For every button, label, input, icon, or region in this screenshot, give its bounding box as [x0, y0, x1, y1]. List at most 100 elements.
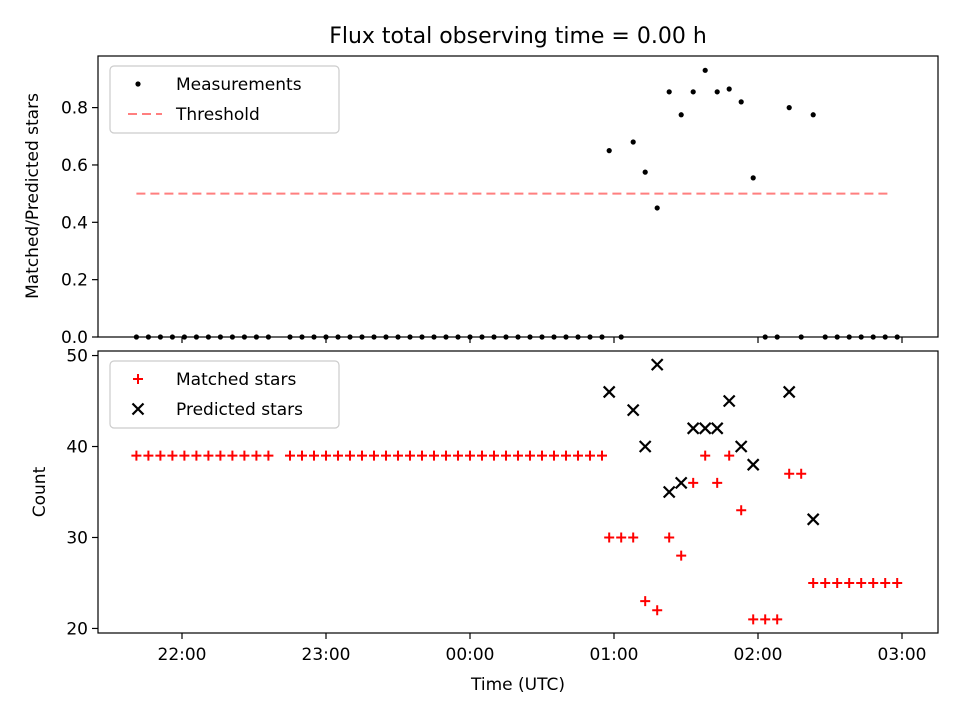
matched-star-point — [167, 450, 178, 461]
matched-star-point — [131, 450, 142, 461]
legend-label: Measurements — [176, 75, 302, 95]
legend-matched-marker — [133, 374, 143, 384]
measurement-point — [750, 175, 756, 181]
matched-star-point — [215, 450, 226, 461]
measurement-point — [606, 148, 612, 154]
matched-star-point — [573, 450, 583, 461]
matched-star-point — [616, 532, 627, 543]
matched-star-point — [191, 450, 202, 461]
matched-star-point — [748, 614, 759, 625]
legend-label: Predicted stars — [176, 400, 303, 420]
x-tick-label: 03:00 — [878, 645, 927, 665]
matched-star-point — [297, 450, 307, 461]
measurement-point — [714, 89, 720, 95]
matched-star-point — [465, 450, 475, 461]
bottom-legend: Matched stars Predicted stars — [109, 360, 340, 429]
predicted-star-point — [722, 394, 736, 408]
measurement-point — [678, 112, 684, 118]
matched-star-point — [868, 577, 879, 588]
matched-star-point — [369, 450, 379, 461]
matched-star-point — [652, 605, 663, 616]
chart-title: Flux total observing time = 0.00 h — [329, 24, 707, 49]
matched-star-point — [628, 532, 639, 543]
matched-star-point — [405, 450, 415, 461]
x-tick-label: 02:00 — [734, 645, 783, 665]
matched-star-point — [820, 577, 831, 588]
predicted-star-point — [746, 458, 760, 471]
predicted-star-point — [650, 358, 664, 371]
predicted-star-point — [602, 385, 616, 399]
top-axes-frame — [97, 55, 939, 338]
matched-star-point — [604, 532, 615, 543]
top-y-tick-label: 0.0 — [61, 328, 88, 348]
matched-star-point — [393, 450, 403, 461]
top-y-axis: 0.0 0.2 0.4 0.6 0.8 — [61, 99, 98, 348]
bottom-y-axis-label: Count — [30, 466, 50, 517]
matched-star-point — [179, 450, 190, 461]
predicted-star-point — [674, 476, 688, 490]
measurement-point — [810, 112, 816, 118]
top-y-tick-label: 0.2 — [61, 271, 88, 291]
predicted-star-point — [638, 440, 652, 453]
matched-star-point — [333, 450, 343, 461]
matched-star-point — [489, 450, 499, 461]
top-y-axis-label: Matched/Predicted stars — [23, 93, 43, 299]
predicted-star-point — [710, 422, 724, 435]
matched-star-point — [285, 450, 295, 461]
predicted-star-point — [626, 403, 640, 417]
matched-star-point — [712, 477, 723, 488]
measurement-point — [654, 205, 660, 211]
matched-star-point — [251, 450, 262, 461]
x-axis-label: Time (UTC) — [470, 675, 565, 695]
predicted-star-point — [662, 485, 676, 499]
bottom-y-tick-label: 40 — [66, 438, 88, 458]
x-tick-label: 23:00 — [302, 645, 351, 665]
matched-star-point — [429, 450, 439, 461]
matched-star-point — [227, 450, 238, 461]
matched-star-point — [700, 450, 711, 461]
matched-star-point — [513, 450, 523, 461]
matched-star-point — [155, 450, 166, 461]
legend-predicted-marker — [131, 402, 145, 416]
matched-star-point — [357, 450, 367, 461]
x-tick-label: 00:00 — [446, 645, 495, 665]
predicted-star-point — [806, 513, 820, 526]
matched-star-point — [832, 577, 843, 588]
top-y-tick-label: 0.8 — [61, 99, 88, 119]
matched-star-point — [345, 450, 355, 461]
bottom-y-axis: 20 30 40 50 — [66, 347, 98, 639]
matched-star-point — [808, 577, 819, 588]
matched-star-point — [736, 505, 747, 516]
measurement-point — [690, 89, 696, 95]
matched-star-point — [844, 577, 855, 588]
matched-star-point — [453, 450, 463, 461]
bottom-axes-frame — [97, 350, 939, 634]
measurement-point — [630, 139, 636, 145]
bottom-x-axis: 22:00 23:00 00:00 01:00 02:00 03:00 — [158, 633, 927, 665]
matched-star-point — [525, 450, 535, 461]
predicted-star-point — [734, 440, 748, 453]
matched-star-point — [640, 596, 651, 607]
top-legend: Measurements Threshold — [109, 65, 340, 134]
matched-star-point — [856, 577, 867, 588]
matched-star-point — [203, 450, 214, 461]
bottom-plot-area — [131, 358, 903, 625]
matched-star-point — [688, 477, 699, 488]
matched-star-point — [239, 450, 250, 461]
legend-label: Matched stars — [176, 370, 296, 390]
matched-star-point — [760, 614, 771, 625]
top-panel: 0.00.20.40.60.8 Matched/Predicted stars … — [23, 55, 939, 348]
matched-star-point — [537, 450, 547, 461]
matched-star-point — [772, 614, 783, 625]
measurement-point — [666, 89, 672, 95]
legend-label: Threshold — [175, 105, 260, 125]
x-tick-label: 01:00 — [590, 645, 639, 665]
matched-star-point — [549, 450, 559, 461]
matched-star-point — [585, 450, 595, 461]
top-y-tick-label: 0.6 — [61, 156, 88, 176]
matched-star-point — [441, 450, 451, 461]
measurement-point — [738, 99, 744, 105]
matched-star-point — [143, 450, 154, 461]
top-y-tick-label: 0.4 — [61, 213, 88, 233]
